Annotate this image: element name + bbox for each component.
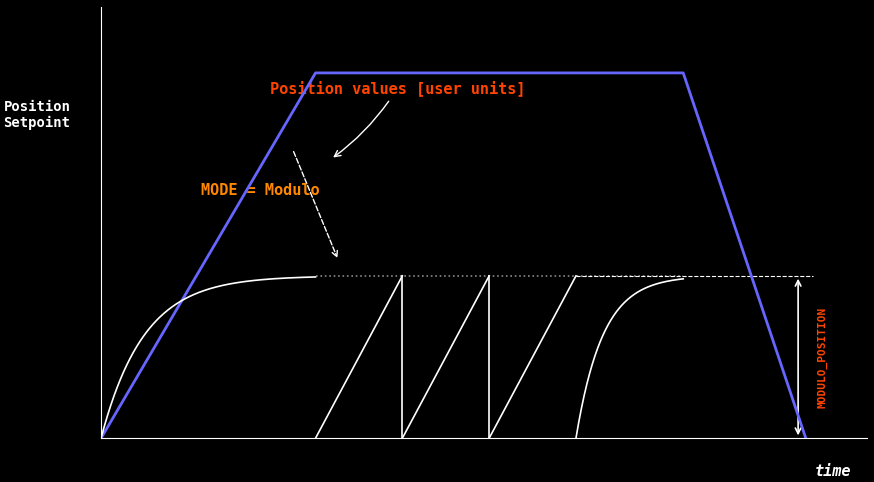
- Text: Position values [user units]: Position values [user units]: [269, 80, 525, 157]
- Text: MODULO_POSITION: MODULO_POSITION: [817, 307, 828, 408]
- Text: time: time: [815, 464, 852, 479]
- Text: MODE = Modulo: MODE = Modulo: [201, 183, 319, 198]
- Text: Position
Setpoint: Position Setpoint: [3, 100, 71, 130]
